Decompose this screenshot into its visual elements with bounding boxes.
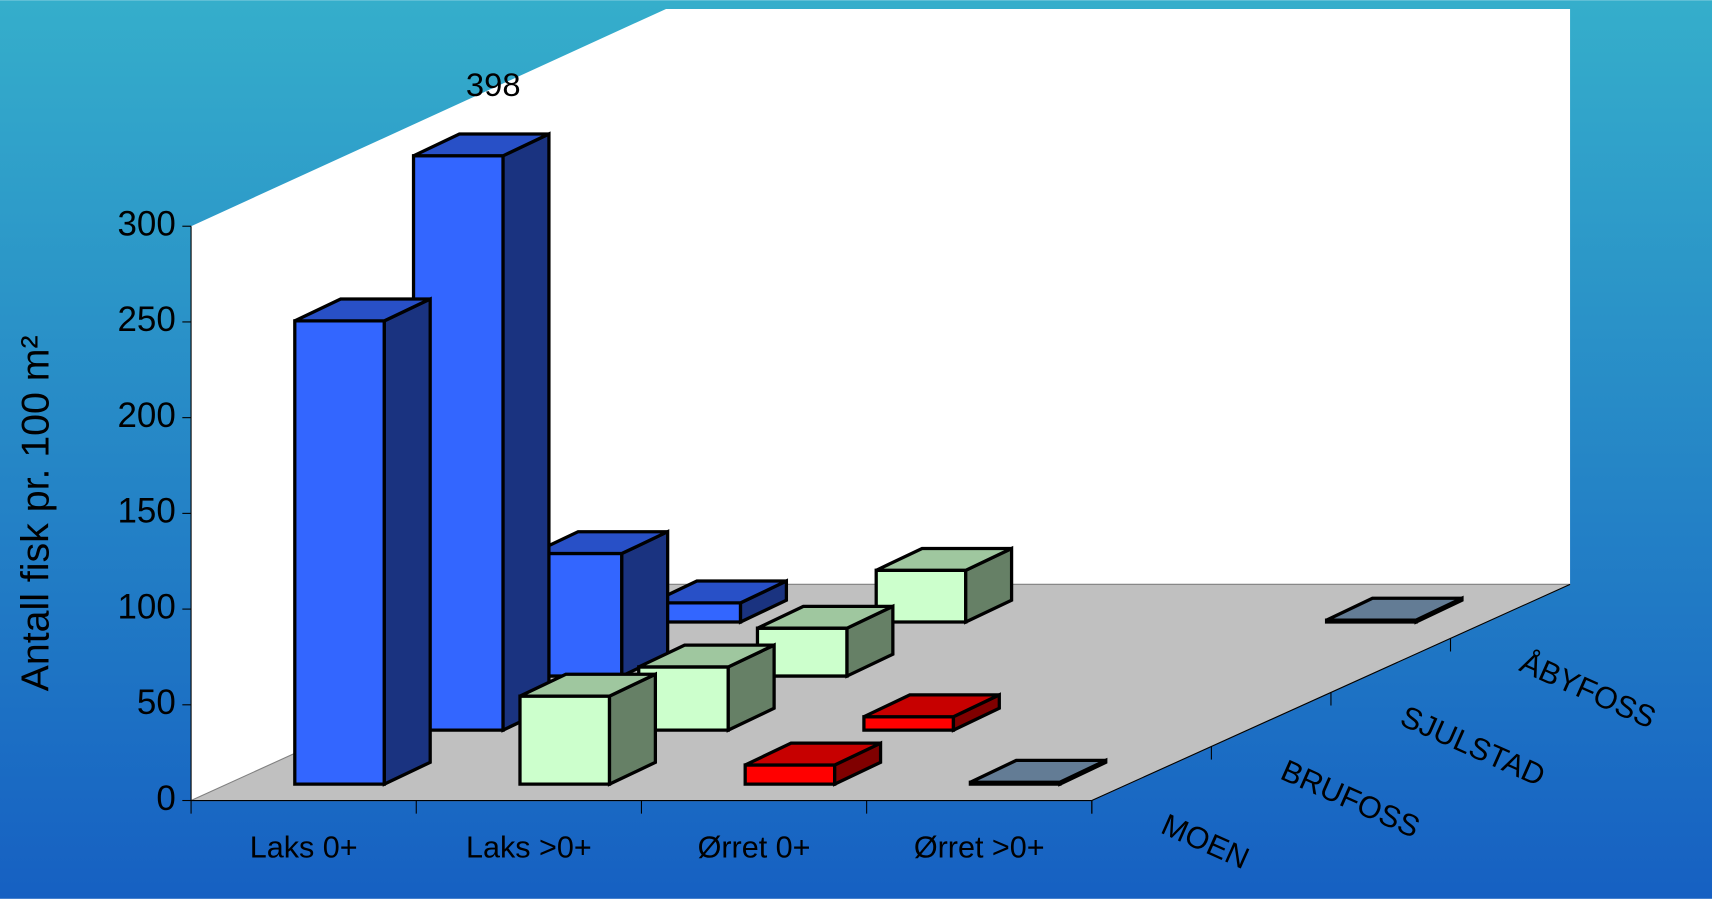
bar-side <box>501 131 551 733</box>
bar-top <box>294 297 431 323</box>
data-label: 398 <box>466 66 521 103</box>
y-tick-label: 100 <box>118 587 176 626</box>
y-tick-label: 300 <box>118 204 176 243</box>
bar-front <box>518 694 612 786</box>
bar-side <box>620 529 670 679</box>
bar-top <box>519 672 657 698</box>
y-tick-label: 150 <box>118 492 176 531</box>
y-tick-label: 250 <box>118 300 176 339</box>
bar-top <box>412 132 550 158</box>
bar-front <box>743 763 837 786</box>
y-tick-label: 200 <box>118 396 176 435</box>
y-tick-label: 0 <box>156 779 175 818</box>
bar-front <box>293 319 386 786</box>
bar-top <box>969 758 1107 784</box>
x-tick-label: Laks 0+ <box>250 831 358 865</box>
bar-front <box>862 715 956 732</box>
bar-side <box>382 296 432 787</box>
bar-top <box>638 643 775 669</box>
x-tick-label: Ørret >0+ <box>914 831 1045 865</box>
x-tick-label: Ørret 0+ <box>698 831 811 865</box>
bar-top <box>744 741 882 767</box>
bar-top <box>1325 596 1463 622</box>
y-axis-title: Antall fisk pr. 100 m² <box>14 335 58 691</box>
x-tick-label: Laks >0+ <box>466 831 592 865</box>
bar-top <box>875 546 1013 572</box>
bar-top <box>531 530 669 556</box>
bar-top <box>863 693 1001 719</box>
y-tick-label: 50 <box>137 683 176 722</box>
bar-top <box>650 579 788 605</box>
bar-top <box>756 604 894 630</box>
